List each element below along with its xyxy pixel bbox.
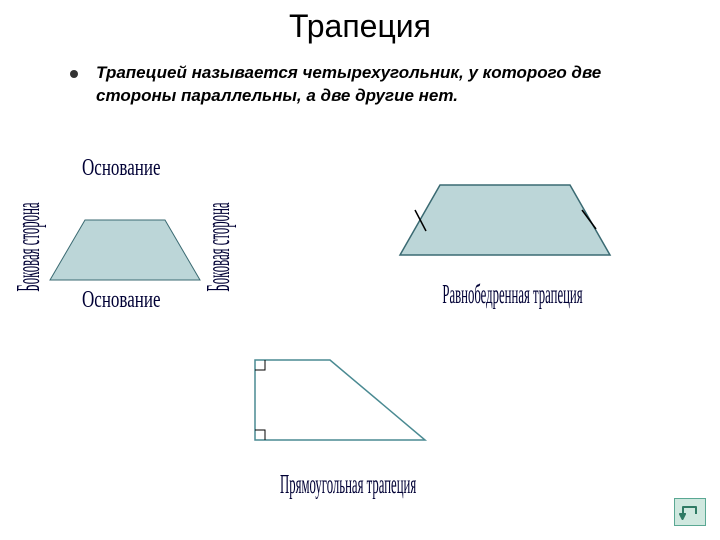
side-left-label: Боковая сторона [12,202,50,291]
rectangular-label: Прямоугольная трапеция [280,471,416,502]
bullet-icon [70,70,78,78]
return-button[interactable] [674,498,706,526]
definition-row: Трапецией называется четырехугольник, у … [70,62,680,108]
page-title: Трапеция [0,8,720,45]
rectangular-trapezoid [225,340,455,460]
base-bottom-label: Основание [82,286,161,314]
side-right-label: Боковая сторона [202,202,240,291]
base-top-label: Основание [82,154,161,182]
definition-text: Трапецией называется четырехугольник, у … [96,62,680,108]
return-arrow-icon [679,504,701,520]
isosceles-label: Равнобедренная трапеция [442,281,582,312]
isosceles-trapezoid [380,165,630,275]
